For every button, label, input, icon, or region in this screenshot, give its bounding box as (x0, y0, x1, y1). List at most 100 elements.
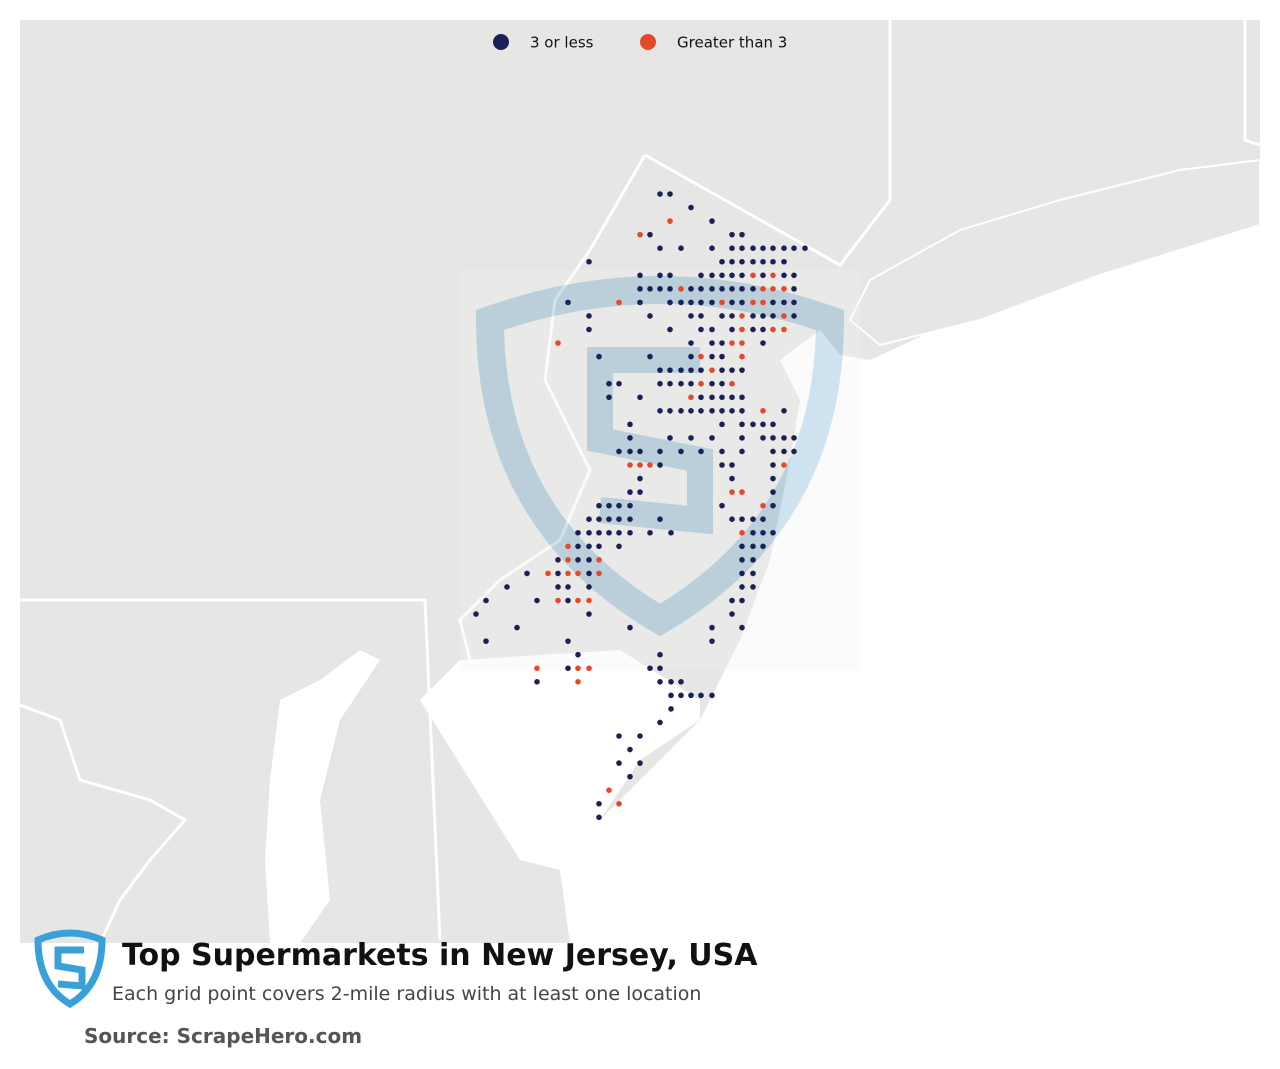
grid-point (739, 516, 745, 522)
subtitle: Each grid point covers 2-mile radius wit… (112, 983, 702, 1005)
grid-point (791, 435, 797, 441)
grid-point (729, 299, 735, 306)
grid-point (770, 272, 776, 279)
grid-point (781, 245, 787, 251)
grid-point (637, 286, 643, 292)
grid-point (565, 299, 571, 306)
grid-point (802, 245, 808, 251)
grid-point (596, 516, 602, 522)
grid-point (678, 245, 684, 251)
grid-point (596, 557, 602, 563)
grid-point (668, 679, 674, 685)
grid-point (647, 529, 653, 536)
grid-point (606, 516, 612, 522)
grid-point (719, 367, 725, 373)
grid-point (719, 258, 725, 265)
grid-point (729, 516, 735, 522)
grid-point (627, 624, 633, 631)
grid-point (750, 313, 756, 319)
grid-point (760, 529, 766, 536)
grid-point (637, 272, 643, 279)
grid-point (739, 286, 745, 292)
title: Top Supermarkets in New Jersey, USA (122, 938, 758, 973)
grid-point (657, 448, 663, 455)
grid-point (657, 719, 663, 726)
grid-point (688, 380, 694, 387)
grid-point (729, 272, 735, 279)
grid-point (678, 692, 684, 699)
grid-point (616, 760, 622, 766)
grid-point (524, 570, 530, 577)
grid-point (575, 557, 581, 563)
grid-point (647, 286, 653, 292)
grid-point (667, 408, 673, 414)
grid-point (750, 516, 756, 522)
grid-point (637, 231, 643, 238)
grid-point (586, 570, 592, 577)
grid-point (719, 299, 725, 306)
grid-point (616, 543, 622, 550)
grid-point (586, 516, 592, 522)
grid-point (698, 326, 704, 333)
grid-point (709, 272, 715, 279)
grid-point (586, 584, 592, 590)
grid-point (667, 380, 673, 387)
grid-point (739, 313, 745, 319)
grid-point (739, 408, 745, 414)
grid-point (667, 299, 673, 306)
grid-point (627, 516, 633, 522)
grid-point (688, 353, 694, 360)
grid-point (760, 313, 766, 319)
grid-point (637, 760, 643, 766)
grid-point (760, 502, 766, 509)
grid-point (555, 584, 561, 590)
grid-point (760, 543, 766, 550)
grid-point (616, 529, 622, 536)
grid-point (657, 462, 663, 468)
grid-point (760, 326, 766, 333)
grid-point (688, 313, 694, 319)
grid-point (729, 258, 735, 265)
grid-point (739, 258, 745, 265)
grid-point (586, 665, 592, 672)
grid-point (637, 475, 643, 482)
grid-point (678, 367, 684, 373)
grid-point (647, 462, 653, 468)
grid-point (657, 191, 663, 197)
grid-point (657, 272, 663, 279)
grid-point (637, 299, 643, 306)
grid-point (739, 353, 745, 360)
grid-point (606, 529, 612, 536)
grid-point (483, 597, 489, 604)
grid-point (616, 448, 622, 455)
grid-point (606, 380, 612, 387)
grid-point (688, 692, 694, 699)
grid-point (586, 258, 592, 265)
grid-point (739, 272, 745, 279)
grid-point (698, 394, 704, 401)
grid-point (575, 651, 581, 658)
grid-point (791, 299, 797, 306)
grid-point (739, 448, 745, 455)
grid-point (760, 421, 766, 428)
grid-point (770, 326, 776, 333)
grid-point (678, 408, 684, 414)
grid-point (770, 299, 776, 306)
grid-point (667, 191, 673, 197)
grid-point (647, 231, 653, 238)
grid-point (709, 380, 715, 387)
grid-point (770, 258, 776, 265)
grid-point (596, 814, 602, 821)
grid-point (575, 597, 581, 604)
grid-point (596, 353, 602, 360)
grid-point (678, 679, 684, 685)
grid-point (750, 245, 756, 251)
grid-point (606, 787, 612, 793)
grid-point (657, 679, 663, 685)
grid-point (698, 380, 704, 387)
grid-point (627, 773, 633, 780)
grid-point (709, 340, 715, 346)
grid-point (657, 286, 663, 292)
grid-point (698, 272, 704, 279)
grid-point (719, 448, 725, 455)
